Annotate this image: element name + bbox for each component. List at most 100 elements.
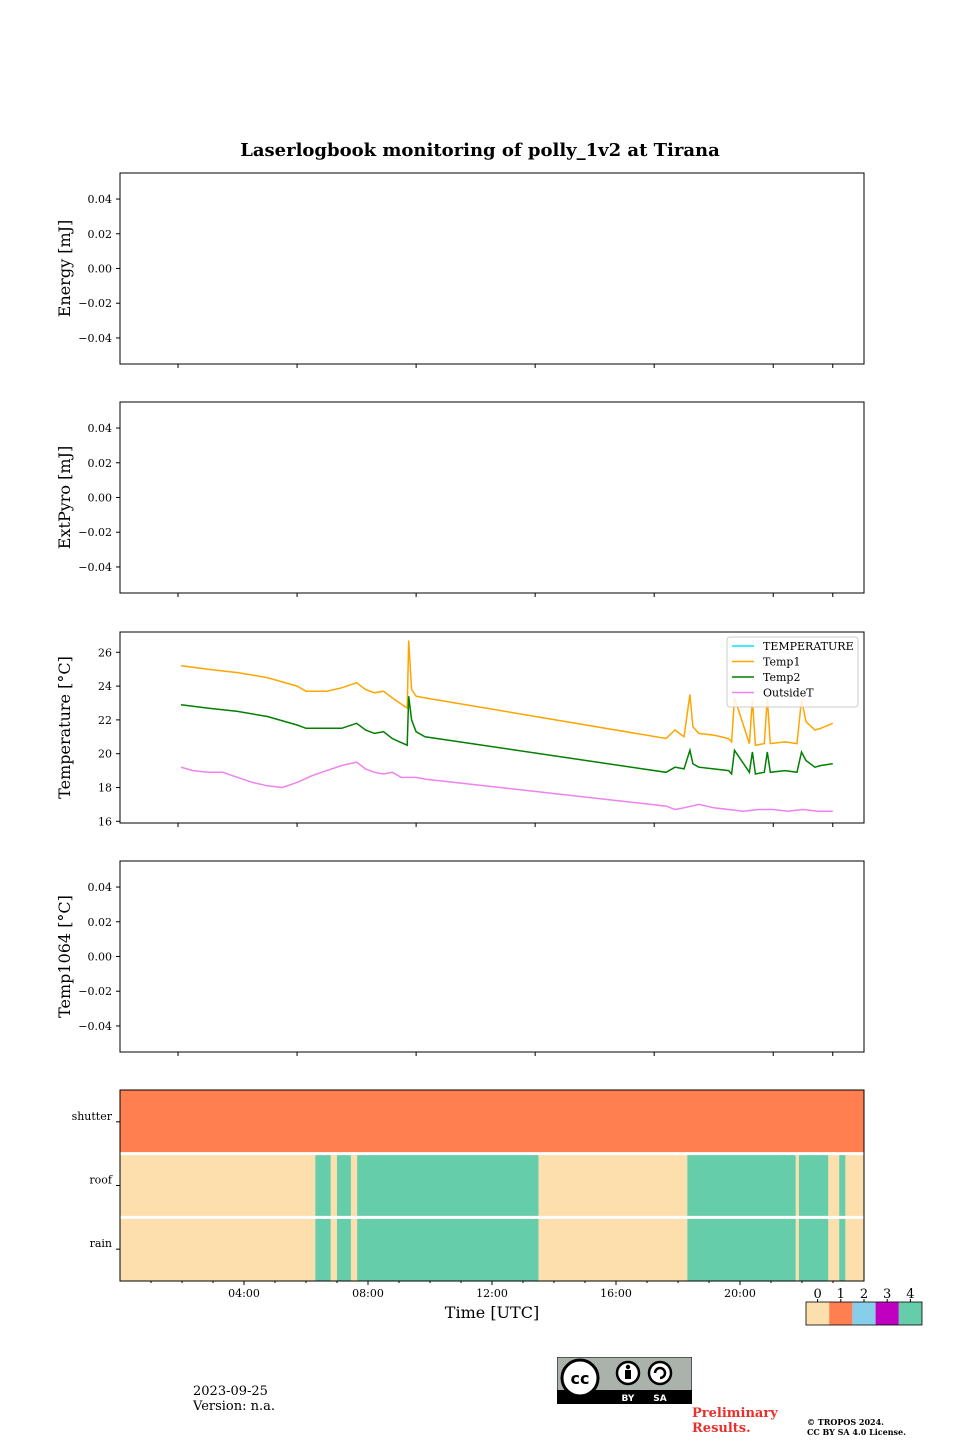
plot-area <box>119 172 865 365</box>
status-cell-rain <box>687 1217 796 1281</box>
version-label: Version: n.a. <box>193 1399 276 1414</box>
y-tick-label: −0.02 <box>78 297 112 310</box>
cc-icon <box>560 1358 600 1398</box>
x-axis-label: Time [UTC] <box>445 1303 539 1322</box>
y-axis-label: Temperature [°C] <box>55 656 74 799</box>
legend-label: OutsideT <box>763 687 814 700</box>
colorbar-cell <box>875 1302 899 1325</box>
y-tick-label: −0.04 <box>78 561 112 574</box>
panel-2: 0.04 0.02 0.00 −0.02 −0.04 ExtPyro [mJ] <box>55 401 865 597</box>
x-tick-label: 08:00 <box>352 1287 384 1300</box>
y-tick-label: 0.00 <box>88 951 113 964</box>
x-tick-label: 12:00 <box>476 1287 508 1300</box>
y-tick-label: 20 <box>98 748 112 761</box>
date-label: 2023-09-25 <box>193 1384 268 1399</box>
y-tick-label: 0.00 <box>88 492 113 505</box>
y-tick-label: 0.04 <box>88 881 113 894</box>
colorbar-frame <box>805 1301 923 1326</box>
status-cell-roof <box>845 1153 864 1218</box>
y-tick-label: 16 <box>98 815 112 828</box>
copyright-note: © TROPOS 2024. CC BY SA 4.0 License. <box>807 1417 906 1437</box>
y-tick-label: 18 <box>98 782 112 795</box>
legend-label: TEMPERATURE <box>763 640 854 653</box>
status-cell-roof <box>315 1153 331 1218</box>
status-cell-rain <box>315 1217 331 1281</box>
status-cell-rain <box>337 1217 351 1281</box>
status-cell-roof <box>357 1153 539 1218</box>
y-axis-label: ExtPyro [mJ] <box>55 446 74 549</box>
status-panel: shutter roof rain 04:00 08:00 12:00 16:00 20:00… <box>72 1089 865 1322</box>
plot-area <box>119 860 865 1053</box>
colorbar-label: 0 <box>813 1287 821 1302</box>
status-cell-rain <box>120 1217 316 1281</box>
status-cell-roof <box>798 1153 829 1218</box>
row-label-rain: rain <box>90 1237 112 1250</box>
panel-1: 0.04 0.02 0.00 −0.02 −0.04 Energy [mJ] <box>55 172 865 368</box>
y-tick-label: 24 <box>98 680 112 693</box>
status-cell-roof <box>350 1153 358 1218</box>
y-tick-label: 0.02 <box>88 228 113 241</box>
x-tick-label: 20:00 <box>724 1287 756 1300</box>
y-tick-label: −0.04 <box>78 332 112 345</box>
status-cell-roof <box>687 1153 796 1218</box>
colorbar-label: 2 <box>860 1287 868 1302</box>
status-cell-roof <box>330 1153 337 1218</box>
cc-sa-text: SA <box>653 1394 666 1404</box>
x-tick-label: 16:00 <box>600 1287 632 1300</box>
y-tick-label: 0.04 <box>88 193 113 206</box>
y-tick-label: −0.04 <box>78 1020 112 1033</box>
legend-label: Temp1 <box>763 656 800 669</box>
status-cell-rain <box>350 1217 358 1281</box>
y-tick-label: 26 <box>98 646 112 659</box>
status-cell-rain <box>795 1217 799 1281</box>
y-tick-label: −0.02 <box>78 985 112 998</box>
cc-by-text: BY <box>622 1394 635 1404</box>
status-cell-roof <box>120 1153 316 1218</box>
cc-license-logo: cc BY SA <box>557 1357 692 1404</box>
status-cell-roof <box>337 1153 351 1218</box>
copyright-line-1: © TROPOS 2024. <box>807 1417 884 1427</box>
colorbar-label: 4 <box>906 1287 914 1302</box>
y-axis-label: Temp1064 [°C] <box>55 895 74 1018</box>
status-cell-rain <box>357 1217 539 1281</box>
footer-info: 2023-09-25 Version: n.a. <box>193 1384 275 1414</box>
panel-4: 0.04 0.02 0.00 −0.02 −0.04 Temp1064 [°C] <box>55 860 865 1056</box>
copyright-line-2: CC BY SA 4.0 License. <box>807 1427 906 1437</box>
y-tick-label: −0.02 <box>78 526 112 539</box>
colorbar-label: 3 <box>883 1287 891 1302</box>
status-cell-rain <box>538 1217 688 1281</box>
colorbar-cell <box>829 1302 853 1325</box>
colorbar-cell <box>898 1302 922 1325</box>
series-line-temp1 <box>180 640 834 747</box>
status-cell-rain <box>828 1217 840 1281</box>
status-cell-roof <box>839 1153 846 1218</box>
row-label-roof: roof <box>89 1174 113 1187</box>
y-tick-label: 0.00 <box>88 263 113 276</box>
legend: TEMPERATURE Temp1 Temp2 OutsideT <box>726 636 859 708</box>
series-line-outsidet <box>180 761 833 812</box>
svg-text:cc: cc <box>571 1369 590 1388</box>
status-cell-roof <box>828 1153 840 1218</box>
y-tick-label: 22 <box>98 714 112 727</box>
y-axis-label: Energy [mJ] <box>55 220 74 318</box>
colorbar-cell <box>852 1302 876 1325</box>
series-line-temp2 <box>180 696 833 776</box>
preliminary-note: Preliminary Results. <box>692 1406 778 1436</box>
row-label-shutter: shutter <box>72 1110 113 1123</box>
status-cell-roof <box>538 1153 688 1218</box>
y-tick-label: 0.04 <box>88 422 113 435</box>
colorbar-label: 1 <box>837 1287 845 1302</box>
status-cell-shutter <box>120 1090 864 1154</box>
colorbar-cell <box>806 1302 830 1325</box>
status-cell-rain <box>798 1217 829 1281</box>
sa-icon <box>647 1360 673 1386</box>
x-tick-label: 04:00 <box>228 1287 260 1300</box>
figure-title: Laserlogbook monitoring of polly_1v2 at … <box>240 140 720 161</box>
status-cell-rain <box>845 1217 864 1281</box>
preliminary-line-2: Results. <box>692 1421 751 1436</box>
y-tick-label: 0.02 <box>88 457 113 470</box>
panel-3: 16 18 20 22 24 26 Temperature [°C] TEMPERATURE T… <box>55 631 865 828</box>
plot-area <box>119 401 865 594</box>
